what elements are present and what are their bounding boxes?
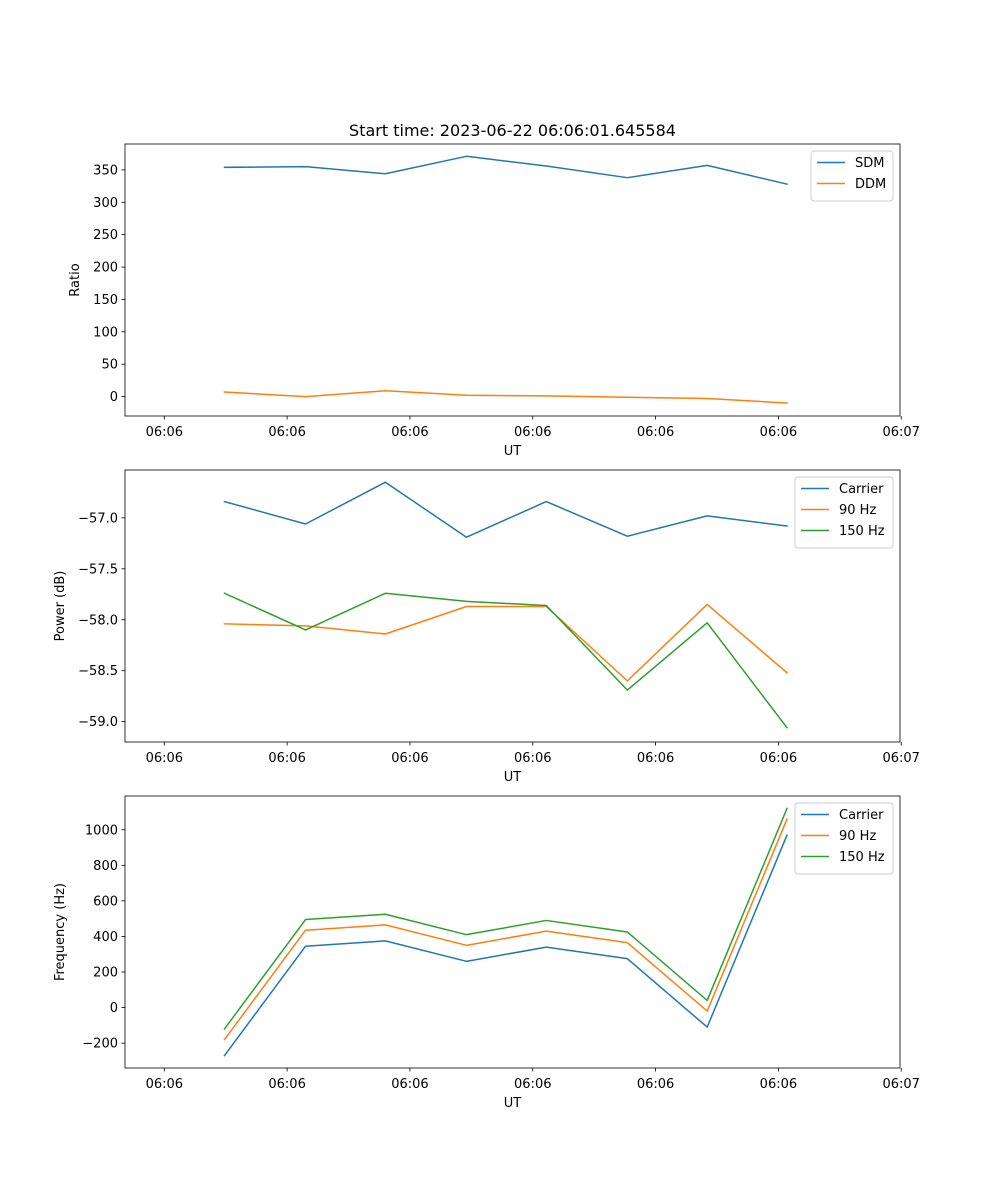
x-axis-label-2: UT <box>504 770 522 785</box>
x-tick-label-3-6: 06:06 <box>760 1077 797 1092</box>
x-tick-label-1-3: 06:06 <box>391 425 428 440</box>
chart-panel-3: 06:06 06:06 06:06 06:06 06:06 06:06 06:07 −200 0… <box>53 795 920 1111</box>
chart-panel-1: 06:06 06:06 06:06 06:06 06:06 06:06 06:07 0 50 10… <box>68 143 920 459</box>
y-tick-label-1-5: 200 <box>93 261 118 276</box>
x-tick-label-1-2: 06:06 <box>268 425 305 440</box>
y-tick-label-3-2: 0 <box>110 1001 118 1016</box>
x-tick-label-2-5: 06:06 <box>637 751 674 766</box>
x-tick-label-1-4: 06:06 <box>514 425 551 440</box>
x-tick-label-2-7: 06:07 <box>882 751 919 766</box>
y-tick-label-1-6: 250 <box>93 228 118 243</box>
y-tick-label-3-7: 1000 <box>85 823 118 838</box>
x-tick-label-3-1: 06:06 <box>146 1077 183 1092</box>
legend-box-1 <box>810 150 894 202</box>
legend-label-1-2: DDM <box>855 177 886 192</box>
x-tick-label-3-7: 06:07 <box>882 1077 919 1092</box>
x-tick-label-3-4: 06:06 <box>514 1077 551 1092</box>
series-line-1-1 <box>223 155 788 186</box>
series-line-3-2 <box>223 818 788 1041</box>
x-tick-label-1-6: 06:06 <box>760 425 797 440</box>
y-tick-label-1-8: 350 <box>93 163 118 178</box>
y-tick-label-3-3: 200 <box>93 966 118 981</box>
legend-2: Carrier 90 Hz 150 Hz <box>794 476 894 549</box>
axes-frame-2 <box>124 469 901 743</box>
y-axis-label-1: Ratio <box>68 263 83 296</box>
chart-panel-2: 06:06 06:06 06:06 06:06 06:06 06:06 06:07 −59.0… <box>53 469 920 785</box>
series-line-3-3 <box>223 807 788 1030</box>
y-axis-label-3: Frequency (Hz) <box>53 883 68 981</box>
axes-frame-3 <box>124 795 901 1069</box>
figure-title: Start time: 2023-06-22 06:06:01.645584 <box>349 121 676 140</box>
x-axis-label-1: UT <box>504 444 522 459</box>
x-tick-label-2-6: 06:06 <box>760 751 797 766</box>
legend-label-2-1: Carrier <box>839 482 884 497</box>
x-tick-label-2-2: 06:06 <box>268 751 305 766</box>
y-axis-label-2: Power (dB) <box>53 571 68 642</box>
x-tick-label-3-5: 06:06 <box>637 1077 674 1092</box>
y-tick-label-1-4: 150 <box>93 293 118 308</box>
y-tick-label-1-1: 0 <box>110 390 118 405</box>
x-tick-label-2-4: 06:06 <box>514 751 551 766</box>
series-line-3-1 <box>223 834 788 1057</box>
y-tick-label-3-1: −200 <box>82 1037 118 1052</box>
x-tick-label-1-5: 06:06 <box>637 425 674 440</box>
x-tick-label-3-2: 06:06 <box>268 1077 305 1092</box>
y-tick-label-3-4: 400 <box>93 930 118 945</box>
y-tick-label-2-4: −57.5 <box>78 562 118 577</box>
x-tick-label-2-3: 06:06 <box>391 751 428 766</box>
y-tick-label-1-3: 100 <box>93 325 118 340</box>
series-line-2-3 <box>223 592 789 729</box>
axes-frame-1 <box>124 143 901 417</box>
legend-label-3-3: 150 Hz <box>839 850 885 865</box>
series-line-2-1 <box>223 481 788 538</box>
legend-label-3-2: 90 Hz <box>839 829 876 844</box>
legend-1: SDM DDM <box>810 150 894 202</box>
series-line-2-2 <box>223 603 789 682</box>
y-tick-label-3-6: 800 <box>93 859 118 874</box>
y-tick-label-2-3: −58.0 <box>78 613 118 628</box>
legend-label-3-1: Carrier <box>839 808 884 823</box>
y-tick-label-2-5: −57.0 <box>78 511 118 526</box>
y-tick-label-3-5: 600 <box>93 894 118 909</box>
legend-label-2-2: 90 Hz <box>839 503 876 518</box>
y-tick-label-1-7: 300 <box>93 196 118 211</box>
x-tick-label-3-3: 06:06 <box>391 1077 428 1092</box>
series-line-1-2 <box>223 389 788 404</box>
x-tick-label-2-1: 06:06 <box>146 751 183 766</box>
y-tick-label-2-1: −59.0 <box>78 715 118 730</box>
y-tick-label-2-2: −58.5 <box>78 664 118 679</box>
x-tick-label-1-7: 06:07 <box>882 425 919 440</box>
x-axis-label-3: UT <box>504 1096 522 1111</box>
legend-label-1-1: SDM <box>855 156 884 171</box>
x-tick-label-1-1: 06:06 <box>146 425 183 440</box>
legend-label-2-3: 150 Hz <box>839 524 885 539</box>
legend-3: Carrier 90 Hz 150 Hz <box>794 802 894 875</box>
y-tick-label-1-2: 50 <box>101 358 118 373</box>
